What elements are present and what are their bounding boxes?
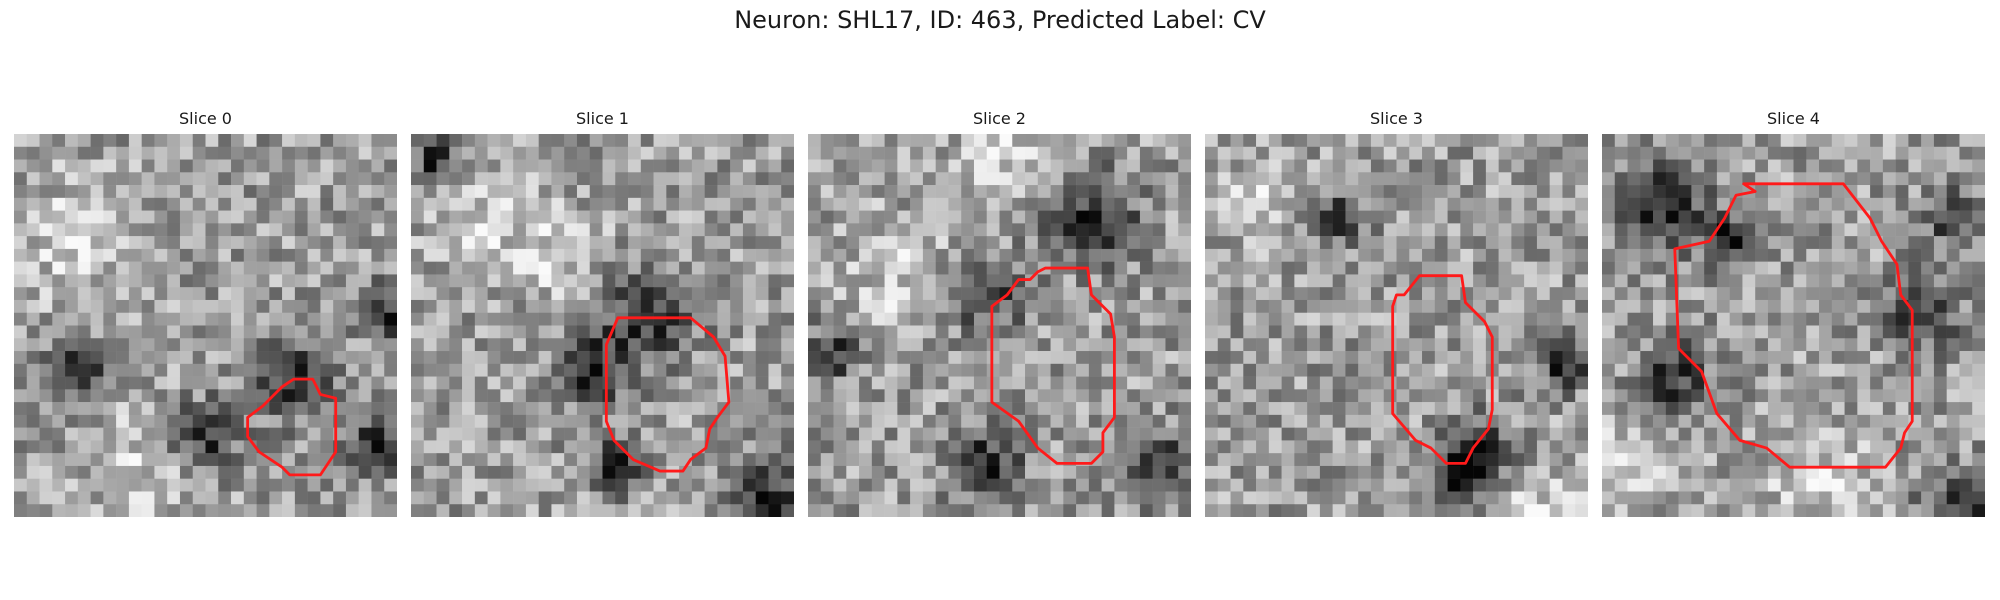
slice-image-4: [1602, 134, 1985, 517]
slice-image-0: [14, 134, 397, 517]
slice-image-2: [808, 134, 1191, 517]
slice-title-2: Slice 2: [973, 109, 1026, 128]
slice-image-3: [1205, 134, 1588, 517]
slice-panel-0: Slice 0: [14, 108, 397, 517]
figure-title: Neuron: SHL17, ID: 463, Predicted Label:…: [734, 6, 1266, 34]
roi-contour: [604, 316, 731, 473]
slice-title-0: Slice 0: [179, 109, 232, 128]
slice-panel-4: Slice 4: [1602, 108, 1985, 517]
pixel-grid: [808, 134, 1191, 517]
pixel-grid: [1602, 134, 1985, 517]
roi-contour: [1673, 182, 1914, 469]
slice-image-1: [411, 134, 794, 517]
slice-panel-3: Slice 3: [1205, 108, 1588, 517]
slice-title-3: Slice 3: [1370, 109, 1423, 128]
pixel-grid: [14, 134, 397, 517]
slice-panel-1: Slice 1: [411, 108, 794, 517]
pixel-grid: [1205, 134, 1588, 517]
roi-contour: [990, 266, 1116, 465]
pixel-grid: [411, 134, 794, 517]
roi-contour: [1391, 274, 1494, 465]
slice-title-1: Slice 1: [576, 109, 629, 128]
slice-panel-2: Slice 2: [808, 108, 1191, 517]
slice-title-4: Slice 4: [1767, 109, 1820, 128]
roi-contour: [246, 377, 338, 477]
